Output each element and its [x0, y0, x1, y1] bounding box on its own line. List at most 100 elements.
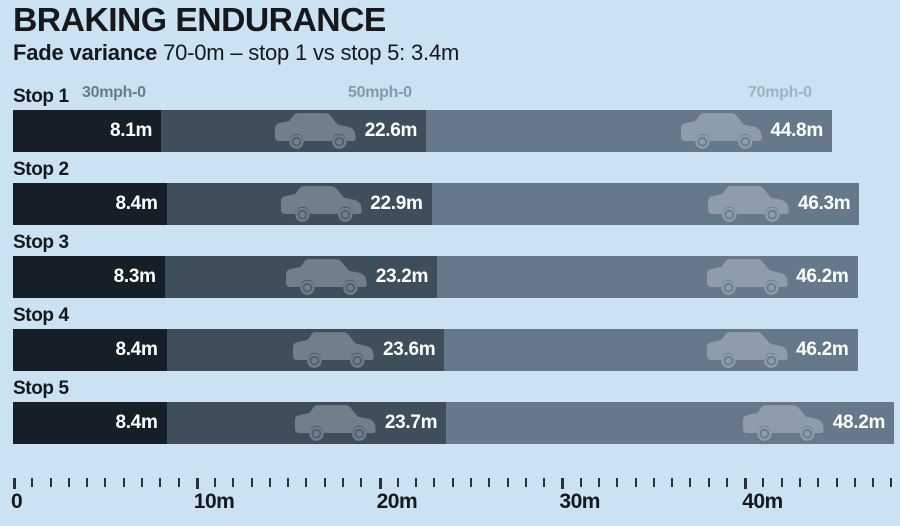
- axis-label-20m: 20m: [376, 490, 418, 513]
- axis-tick-minor: [159, 478, 162, 487]
- axis-tick-minor: [707, 478, 710, 487]
- row-label-stop-5: Stop 5: [13, 378, 69, 399]
- axis-tick-minor: [232, 478, 235, 487]
- bar-segment-50mph-stop-2: 22.9m: [166, 183, 432, 225]
- axis-tick-major: [13, 478, 16, 489]
- bar-value-70mph-stop-4: 46.2m: [796, 339, 849, 360]
- suv-icon: [272, 111, 358, 151]
- axis-tick-minor: [360, 478, 363, 487]
- suv-icon: [283, 257, 369, 297]
- axis-tick-minor: [433, 478, 436, 487]
- axis-tick-minor: [49, 478, 52, 487]
- axis-tick-minor: [872, 478, 875, 487]
- axis-tick-minor: [104, 478, 107, 487]
- axis-tick-minor: [250, 478, 253, 487]
- bar-segment-70mph-stop-2: 46.3m: [431, 183, 860, 225]
- stacked-bar-stop-4: 8.4m 23.6m 46.2m: [13, 329, 858, 371]
- bar-value-50mph-stop-1: 22.6m: [364, 120, 418, 141]
- axis-tick-minor: [67, 478, 70, 487]
- stacked-bar-stop-3: 8.3m 23.2m 46.2m: [13, 256, 858, 298]
- axis-tick-minor: [86, 478, 89, 487]
- subtitle-rest: 70-0m – stop 1 vs stop 5: 3.4m: [163, 40, 460, 65]
- bar-value-30mph-stop-5: 8.4m: [115, 412, 158, 433]
- bar-value-50mph-stop-2: 22.9m: [370, 193, 423, 214]
- column-header-30mph: 30mph-0: [82, 84, 146, 101]
- axis-tick-minor: [780, 478, 783, 487]
- bar-value-50mph-stop-3: 23.2m: [375, 266, 429, 287]
- axis-tick-major: [744, 478, 748, 489]
- axis-tick-minor: [634, 478, 637, 487]
- suv-icon: [705, 184, 791, 224]
- axis-tick-minor: [689, 478, 692, 487]
- axis-tick-minor: [799, 478, 802, 487]
- axis-tick-minor: [597, 478, 600, 487]
- bar-value-30mph-stop-1: 8.1m: [109, 120, 153, 141]
- axis-tick-minor: [342, 478, 345, 487]
- axis-tick-minor: [835, 478, 838, 487]
- suv-icon: [704, 330, 790, 370]
- column-header-70mph: 70mph-0: [748, 84, 812, 101]
- bar-segment-30mph-stop-3: 8.3m: [13, 256, 165, 298]
- axis-tick-minor: [451, 478, 454, 487]
- axis-tick-minor: [140, 478, 143, 487]
- bar-value-30mph-stop-2: 8.4m: [115, 193, 158, 214]
- axis-tick-major: [561, 478, 565, 489]
- suv-icon: [740, 403, 826, 443]
- axis-tick-minor: [762, 478, 765, 487]
- bar-segment-30mph-stop-1: 8.1m: [13, 110, 162, 152]
- axis-tick-minor: [214, 478, 217, 487]
- axis-tick-minor: [506, 478, 509, 487]
- suv-icon: [678, 111, 764, 151]
- stacked-bar-stop-5: 8.4m 23.7m 48.2m: [13, 402, 895, 444]
- bar-segment-70mph-stop-4: 46.2m: [444, 329, 858, 371]
- axis-tick-minor: [543, 478, 546, 487]
- row-label-stop-3: Stop 3: [13, 232, 69, 253]
- axis-label-30m: 30m: [559, 490, 600, 513]
- suv-icon: [278, 184, 364, 224]
- axis-tick-minor: [671, 478, 674, 487]
- page-title: BRAKING ENDURANCE: [13, 1, 386, 38]
- suv-icon: [292, 403, 378, 443]
- axis-tick-minor: [305, 478, 308, 487]
- bar-value-70mph-stop-1: 44.8m: [770, 120, 824, 141]
- axis-tick-minor: [268, 478, 271, 487]
- bar-segment-50mph-stop-4: 23.6m: [166, 329, 445, 371]
- axis-tick-minor: [177, 478, 180, 487]
- x-axis: 0 10m 20m 30m 40m: [0, 478, 900, 526]
- axis-tick-minor: [616, 478, 619, 487]
- axis-label-0: 0: [11, 490, 23, 513]
- axis-tick-minor: [524, 478, 527, 487]
- page-subtitle: Fade variance 70-0m – stop 1 vs stop 5: …: [13, 40, 459, 66]
- column-header-50mph: 50mph-0: [348, 84, 412, 101]
- axis-tick-minor: [470, 478, 472, 487]
- axis-label-40m: 40m: [742, 490, 783, 513]
- bar-segment-30mph-stop-2: 8.4m: [13, 183, 167, 225]
- stacked-bar-stop-1: 8.1m 22.6m 44.8m: [13, 110, 832, 152]
- bar-segment-70mph-stop-3: 46.2m: [437, 256, 858, 298]
- axis-tick-minor: [31, 478, 34, 487]
- bar-value-70mph-stop-5: 48.2m: [832, 412, 886, 433]
- axis-tick-major: [378, 478, 382, 489]
- row-label-stop-2: Stop 2: [13, 159, 69, 180]
- bar-segment-50mph-stop-5: 23.7m: [166, 402, 447, 444]
- bar-value-30mph-stop-3: 8.3m: [113, 266, 156, 287]
- bar-segment-50mph-stop-1: 22.6m: [161, 110, 427, 152]
- axis-tick-minor: [287, 478, 290, 487]
- bar-value-70mph-stop-3: 46.2m: [796, 266, 849, 287]
- axis-tick-minor: [323, 478, 326, 487]
- axis-label-10m: 10m: [193, 490, 235, 513]
- axis-tick-minor: [853, 478, 856, 487]
- axis-tick-minor: [122, 478, 125, 487]
- axis-tick-major: [195, 478, 199, 489]
- axis-tick-minor: [652, 478, 655, 487]
- bar-value-50mph-stop-5: 23.7m: [384, 412, 438, 433]
- stacked-bar-stop-2: 8.4m 22.9m 46.3m: [13, 183, 860, 225]
- suv-icon: [704, 257, 790, 297]
- suv-icon: [290, 330, 376, 370]
- axis-tick-minor: [890, 478, 893, 487]
- subtitle-bold: Fade variance: [13, 40, 158, 65]
- axis-tick-minor: [725, 478, 728, 487]
- axis-tick-minor: [488, 478, 491, 487]
- axis-tick-minor: [579, 478, 582, 487]
